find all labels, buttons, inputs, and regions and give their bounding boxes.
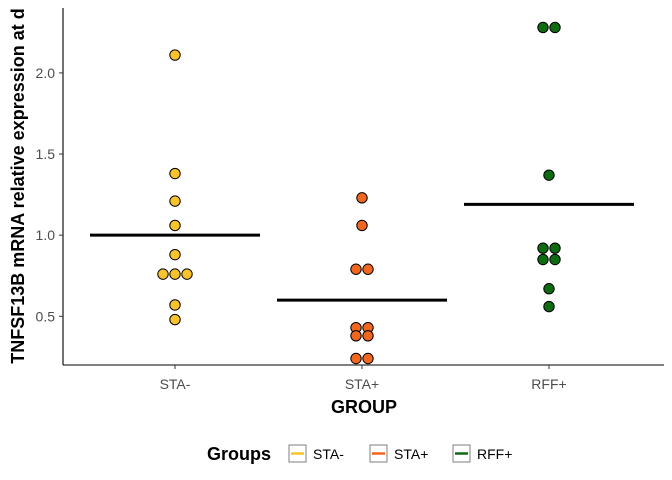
data-point xyxy=(169,219,181,232)
data-point xyxy=(362,263,374,275)
data-point xyxy=(350,263,362,275)
y-tick-label: 1.5 xyxy=(36,146,56,162)
legend: Groups STA- STA+ RFF+ xyxy=(207,444,512,464)
data-point xyxy=(350,330,362,342)
x-axis-title: GROUP xyxy=(331,397,397,417)
data-point xyxy=(362,352,374,365)
data-point xyxy=(350,352,362,365)
x-tick-label: STA+ xyxy=(345,376,379,392)
x-tick-label: RFF+ xyxy=(531,376,566,392)
legend-label: STA+ xyxy=(394,446,428,462)
data-point xyxy=(169,299,181,311)
y-axis-title: TNFSF13B mRNA relative expression at d xyxy=(8,8,28,363)
data-point xyxy=(169,313,181,326)
data-point xyxy=(356,219,368,232)
data-point xyxy=(169,248,181,261)
y-tick-label: 0.5 xyxy=(36,308,56,324)
legend-label: RFF+ xyxy=(477,446,512,462)
y-axis-ticks: 0.5 1.0 1.5 2.0 xyxy=(36,65,63,324)
legend-label: STA- xyxy=(313,446,344,462)
data-point xyxy=(169,167,181,180)
data-point xyxy=(537,242,549,254)
data-point xyxy=(543,169,555,181)
data-point xyxy=(169,268,181,280)
legend-title: Groups xyxy=(207,444,271,464)
x-tick-label: STA- xyxy=(160,376,191,392)
data-point xyxy=(549,253,561,266)
data-point xyxy=(362,330,374,342)
mean-lines-layer xyxy=(90,202,634,302)
data-point xyxy=(169,49,181,61)
y-tick-label: 2.0 xyxy=(36,65,56,81)
points-layer xyxy=(157,21,561,365)
x-axis-ticks: STA- STA+ RFF+ xyxy=(160,365,567,392)
data-point xyxy=(549,21,561,34)
data-point xyxy=(537,253,549,266)
data-point xyxy=(356,192,368,204)
data-point xyxy=(537,21,549,34)
data-point xyxy=(181,268,193,280)
data-point xyxy=(543,300,555,313)
data-point xyxy=(549,242,561,254)
data-point xyxy=(157,268,169,280)
data-point xyxy=(169,195,181,207)
y-tick-label: 1.0 xyxy=(36,227,56,243)
data-point xyxy=(543,283,555,295)
